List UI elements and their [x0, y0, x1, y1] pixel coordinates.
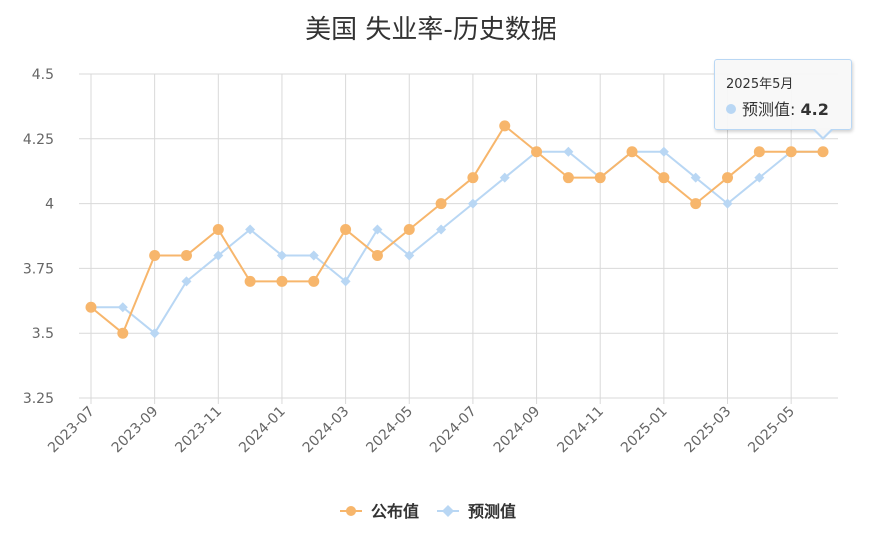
data-point-actual[interactable]	[276, 275, 288, 287]
data-point-actual[interactable]	[244, 275, 256, 287]
data-point-forecast[interactable]	[213, 250, 224, 261]
chart-title: 美国 失业率-历史数据	[305, 15, 557, 45]
legend-item-actual[interactable]: 公布值	[340, 502, 419, 521]
data-point-actual[interactable]	[435, 198, 447, 210]
data-point-actual[interactable]	[117, 327, 129, 339]
data-point-actual[interactable]	[499, 120, 511, 132]
legend-marker-actual	[346, 506, 356, 516]
y-tick-label: 4.25	[23, 132, 54, 148]
data-point-actual[interactable]	[626, 146, 638, 158]
legend[interactable]: 公布值 预测值	[340, 502, 516, 521]
x-tick-label: 2024-01	[236, 404, 289, 457]
x-tick-label: 2025-01	[618, 404, 671, 457]
x-tick-label: 2024-09	[491, 404, 544, 457]
y-tick-label: 3.25	[23, 391, 54, 407]
x-tick-label: 2024-03	[300, 404, 353, 457]
data-point-actual[interactable]	[817, 146, 829, 158]
legend-label-actual: 公布值	[371, 502, 419, 521]
data-point-forecast[interactable]	[245, 224, 256, 235]
data-point-forecast[interactable]	[181, 276, 192, 287]
data-point-forecast[interactable]	[563, 146, 574, 157]
x-axis: 2023-07 2023-09 2023-11 2024-01 2024-03 2024-…	[45, 404, 798, 457]
x-tick-label: 2023-07	[45, 404, 98, 457]
series-forecast	[86, 146, 828, 339]
y-axis: 3.25 3.5 3.75 4 4.25 4.5	[23, 67, 54, 407]
x-tick-label: 2023-11	[172, 404, 225, 457]
data-point-forecast[interactable]	[117, 302, 128, 313]
x-tick-label: 2023-09	[109, 404, 162, 457]
tooltip-series-dot	[726, 104, 736, 114]
data-point-actual[interactable]	[658, 172, 670, 184]
y-tick-label: 3.75	[23, 261, 54, 277]
x-tick-label: 2024-05	[363, 404, 416, 457]
series-line-forecast	[91, 150, 823, 335]
y-tick-label: 4	[45, 197, 54, 213]
data-point-actual[interactable]	[340, 224, 352, 236]
data-point-forecast[interactable]	[276, 250, 287, 261]
data-point-forecast[interactable]	[149, 328, 160, 339]
data-point-forecast[interactable]	[499, 172, 510, 183]
tooltip-row: 预测值: 4.2	[726, 96, 829, 120]
y-tick-label: 4.5	[32, 67, 54, 83]
data-point-forecast[interactable]	[372, 224, 383, 235]
data-point-actual[interactable]	[753, 146, 765, 158]
data-point-forecast[interactable]	[658, 146, 669, 157]
data-point-actual[interactable]	[562, 172, 574, 184]
data-point-forecast[interactable]	[754, 172, 765, 183]
series-actual	[85, 120, 829, 339]
data-point-actual[interactable]	[531, 146, 543, 158]
data-point-actual[interactable]	[403, 224, 415, 236]
grid	[79, 73, 838, 404]
data-point-forecast[interactable]	[340, 276, 351, 287]
data-point-actual[interactable]	[308, 275, 320, 287]
y-tick-label: 3.5	[32, 326, 54, 342]
data-point-forecast[interactable]	[722, 198, 733, 209]
data-point-actual[interactable]	[371, 249, 383, 261]
data-point-actual[interactable]	[785, 146, 797, 158]
data-point-forecast[interactable]	[690, 172, 701, 183]
tooltip-value: 4.2	[800, 100, 829, 119]
series-line-actual	[90, 124, 823, 335]
data-point-actual[interactable]	[722, 172, 734, 184]
data-point-actual[interactable]	[467, 172, 479, 184]
data-point-forecast[interactable]	[436, 224, 447, 235]
legend-label-forecast: 预测值	[468, 502, 516, 521]
data-point-actual[interactable]	[594, 172, 606, 184]
tooltip-series-name: 预测值	[742, 100, 791, 119]
x-tick-label: 2025-05	[745, 404, 798, 457]
data-point-actual[interactable]	[149, 249, 161, 261]
data-point-forecast[interactable]	[467, 198, 478, 209]
x-tick-label: 2025-03	[682, 404, 735, 457]
tooltip-date: 2025年5月	[726, 77, 794, 92]
tooltip: 2025年5月 预测值: 4.2	[714, 59, 852, 130]
data-point-actual[interactable]	[180, 249, 192, 261]
x-tick-label: 2024-07	[427, 404, 480, 457]
data-point-actual[interactable]	[212, 224, 224, 236]
data-point-actual[interactable]	[690, 198, 702, 210]
data-point-actual[interactable]	[85, 301, 97, 313]
legend-marker-forecast	[442, 505, 454, 517]
data-point-forecast[interactable]	[308, 250, 319, 261]
data-point-forecast[interactable]	[404, 250, 415, 261]
x-tick-label: 2024-11	[554, 404, 607, 457]
legend-item-forecast[interactable]: 预测值	[437, 502, 516, 521]
